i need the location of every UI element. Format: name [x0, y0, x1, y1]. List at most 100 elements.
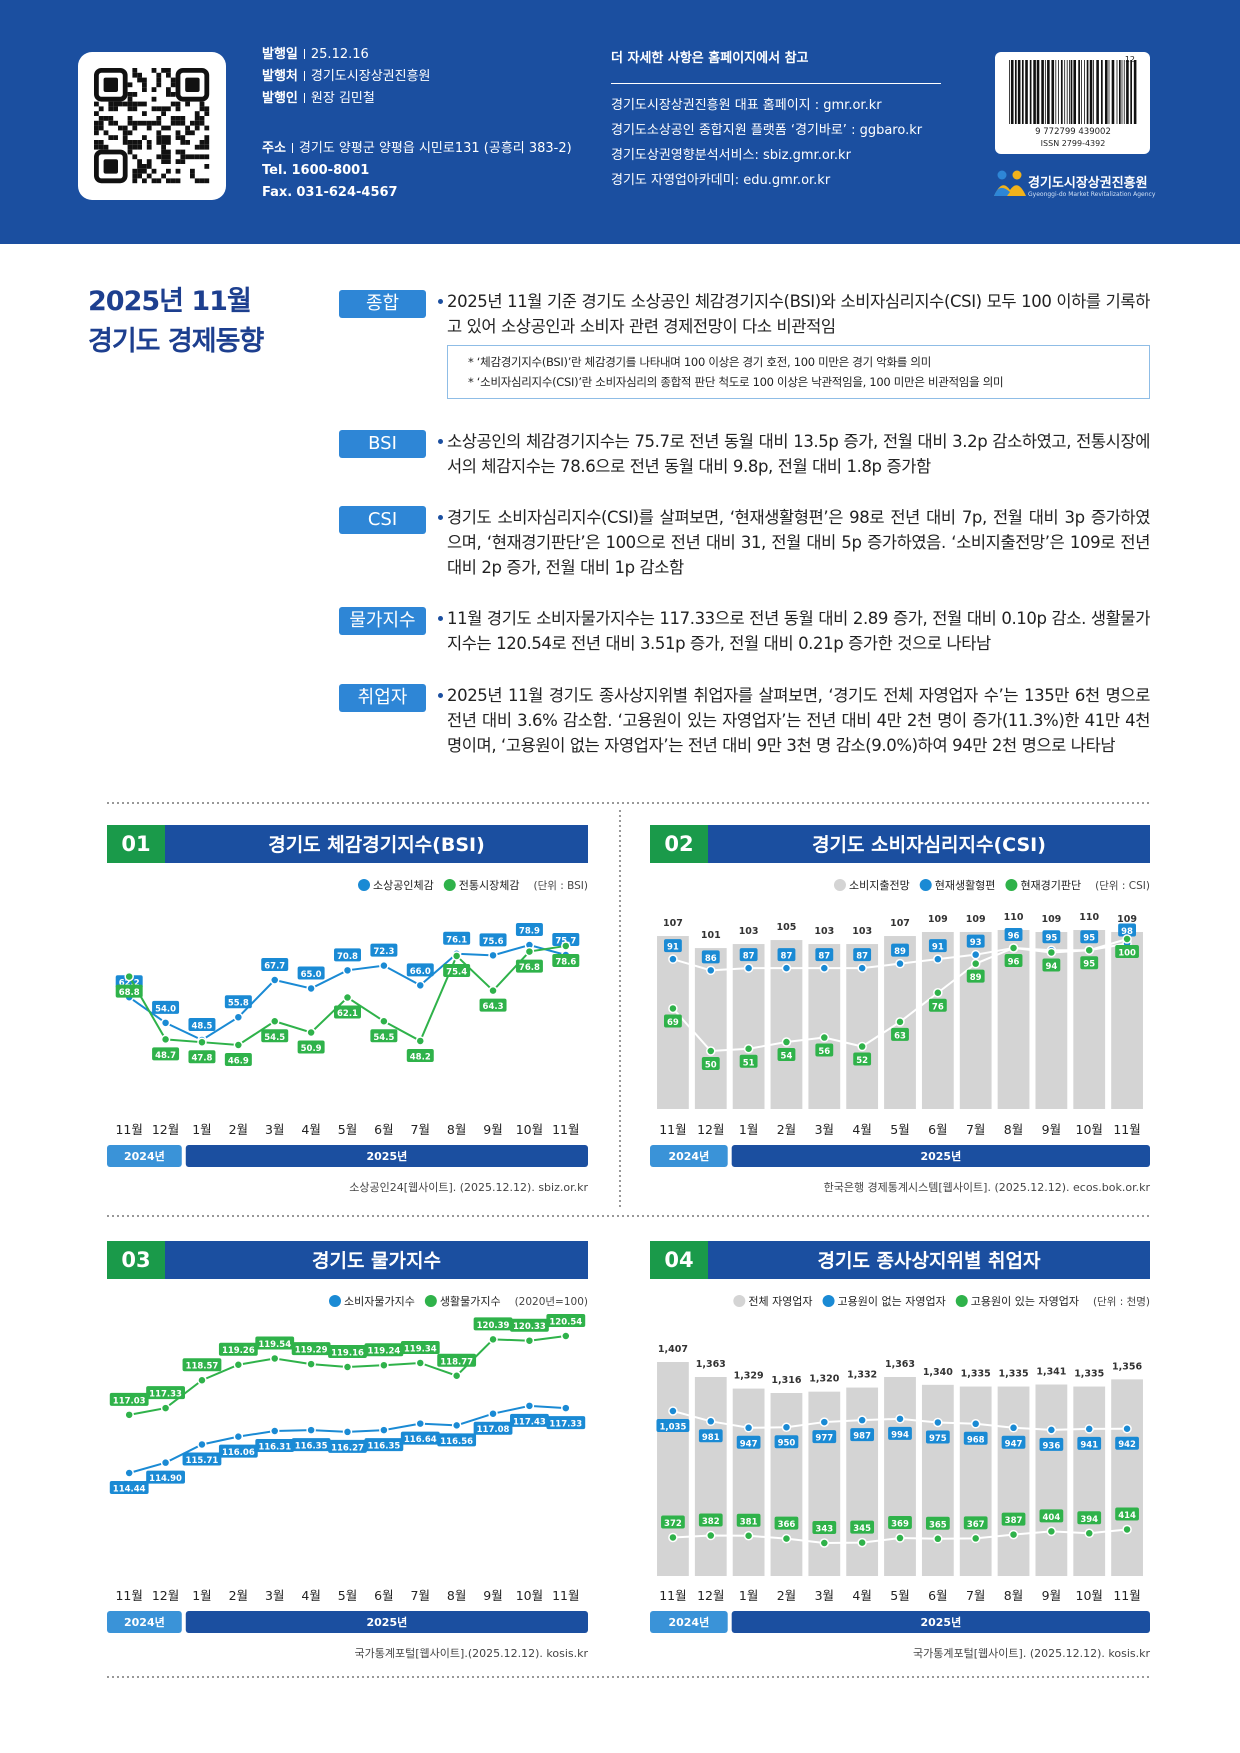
label-box	[853, 948, 872, 962]
qr-cell	[204, 164, 210, 169]
value-label: 54	[781, 1052, 793, 1062]
point-label: 118.77	[437, 1353, 477, 1367]
point	[561, 1331, 571, 1341]
label-box	[115, 984, 143, 998]
title-line: 2025년 11월	[88, 286, 252, 317]
point-label: 87	[853, 948, 872, 962]
year-label: 2025년	[367, 1615, 408, 1629]
point-label: 114.90	[146, 1470, 185, 1484]
point-label: 87	[777, 948, 796, 962]
barcode-bar	[1009, 60, 1010, 124]
qr-cell	[194, 111, 200, 116]
section-body: 11월 경기도 소비자물가지수는 117.33으로 전년 동월 대비 2.89 …	[447, 609, 1150, 653]
point-label: 942	[1115, 1436, 1139, 1450]
qr-cell	[156, 130, 162, 136]
point-label: 119.16	[328, 1344, 367, 1358]
point-label: 119.34	[400, 1340, 440, 1354]
point-label: 96	[1004, 953, 1023, 967]
value-label: 968	[967, 1435, 985, 1445]
barcode-digits: 9 772799 439002	[1035, 127, 1111, 137]
qr-cell	[180, 149, 186, 155]
qr-cell	[161, 154, 166, 160]
qr-cell	[166, 125, 171, 131]
legend-label: 소상공인체감	[373, 879, 434, 892]
barcode-bar	[1078, 60, 1080, 124]
issue-value: 25.12.16	[310, 47, 369, 62]
label-box	[774, 1516, 799, 1530]
qr-cell	[122, 135, 128, 140]
point	[160, 1457, 171, 1468]
qr-cell	[156, 135, 162, 140]
point	[781, 963, 792, 973]
qr-cell	[103, 130, 109, 136]
point	[1008, 943, 1019, 953]
chart-number: 03	[121, 1248, 150, 1272]
qr-cell	[194, 178, 200, 184]
label-box	[966, 934, 985, 948]
point	[379, 1425, 389, 1435]
x-tick-label: 12월	[697, 1122, 724, 1137]
point	[197, 1375, 207, 1385]
point	[706, 1530, 716, 1541]
label-box	[1115, 1436, 1139, 1450]
qr-cell	[204, 154, 210, 160]
qr-cell	[161, 135, 166, 140]
qr-cell	[175, 149, 181, 155]
label-box	[661, 1515, 685, 1529]
value-label: 987	[853, 1432, 871, 1442]
qr-cell	[113, 135, 118, 140]
qr-cell	[142, 178, 147, 184]
qr-cell	[194, 116, 200, 121]
qr-cell	[127, 82, 133, 88]
year-band	[185, 1611, 588, 1633]
qr-cell	[113, 120, 118, 126]
qr-cell	[98, 106, 104, 112]
qr-cell	[127, 144, 133, 150]
point-label: 100	[1115, 945, 1139, 959]
x-tick-label: 7월	[966, 1588, 985, 1603]
barcode-issn: ISSN 2799-4392	[1041, 139, 1106, 148]
barcode-bar	[1073, 60, 1077, 124]
section-text: 2025년 11월 경기도 종사상지위별 취업자를 살펴보면, ‘경기도 전체 …	[438, 683, 1150, 758]
point-label: 96	[1004, 927, 1023, 941]
title-bar	[165, 1241, 588, 1279]
label-box	[1115, 1507, 1139, 1521]
point-label: 119.54	[255, 1336, 295, 1350]
year-label: 2025년	[920, 1149, 961, 1163]
x-tick-label: 1월	[192, 1588, 211, 1603]
chart-number: 01	[121, 832, 150, 856]
point-label: 67.7	[261, 958, 289, 972]
qr-cell	[132, 144, 138, 150]
note: * ‘소비자심리지수(CSI)’란 소비자심리의 종합적 판단 척도로 100 …	[468, 375, 1004, 389]
barcode-bar	[1126, 60, 1129, 124]
label-box	[364, 1343, 404, 1357]
barcode-bar	[1133, 60, 1137, 124]
x-tick-label: 6월	[928, 1122, 947, 1137]
label-box	[850, 1428, 875, 1442]
point	[819, 963, 830, 973]
label-box	[1001, 1435, 1026, 1449]
label-box	[853, 1052, 872, 1066]
value-label: 119.29	[295, 1346, 328, 1356]
value-label: 345	[853, 1524, 871, 1534]
contact-row: Fax. 031-624-4567	[262, 182, 572, 204]
point	[124, 971, 134, 982]
qr-cell	[94, 120, 99, 126]
number-badge	[650, 1241, 708, 1279]
qr-cell	[146, 120, 152, 126]
x-tick-label: 2월	[229, 1588, 248, 1603]
legend-swatch	[822, 1295, 835, 1307]
qr-cell	[122, 140, 128, 145]
barcode-bar	[1121, 60, 1123, 124]
issue-label: 발행처	[262, 69, 298, 84]
x-tick-label: 6월	[374, 1588, 393, 1603]
point-label: 369	[888, 1516, 912, 1530]
point	[1046, 1425, 1057, 1435]
point	[895, 1017, 905, 1027]
x-tick-label: 12월	[697, 1588, 724, 1603]
point-label: 968	[963, 1431, 988, 1445]
qr-cell	[94, 125, 99, 131]
point-label: 76.1	[443, 931, 471, 945]
label-box	[698, 1429, 723, 1443]
x-tick-label: 10월	[1076, 1588, 1103, 1603]
